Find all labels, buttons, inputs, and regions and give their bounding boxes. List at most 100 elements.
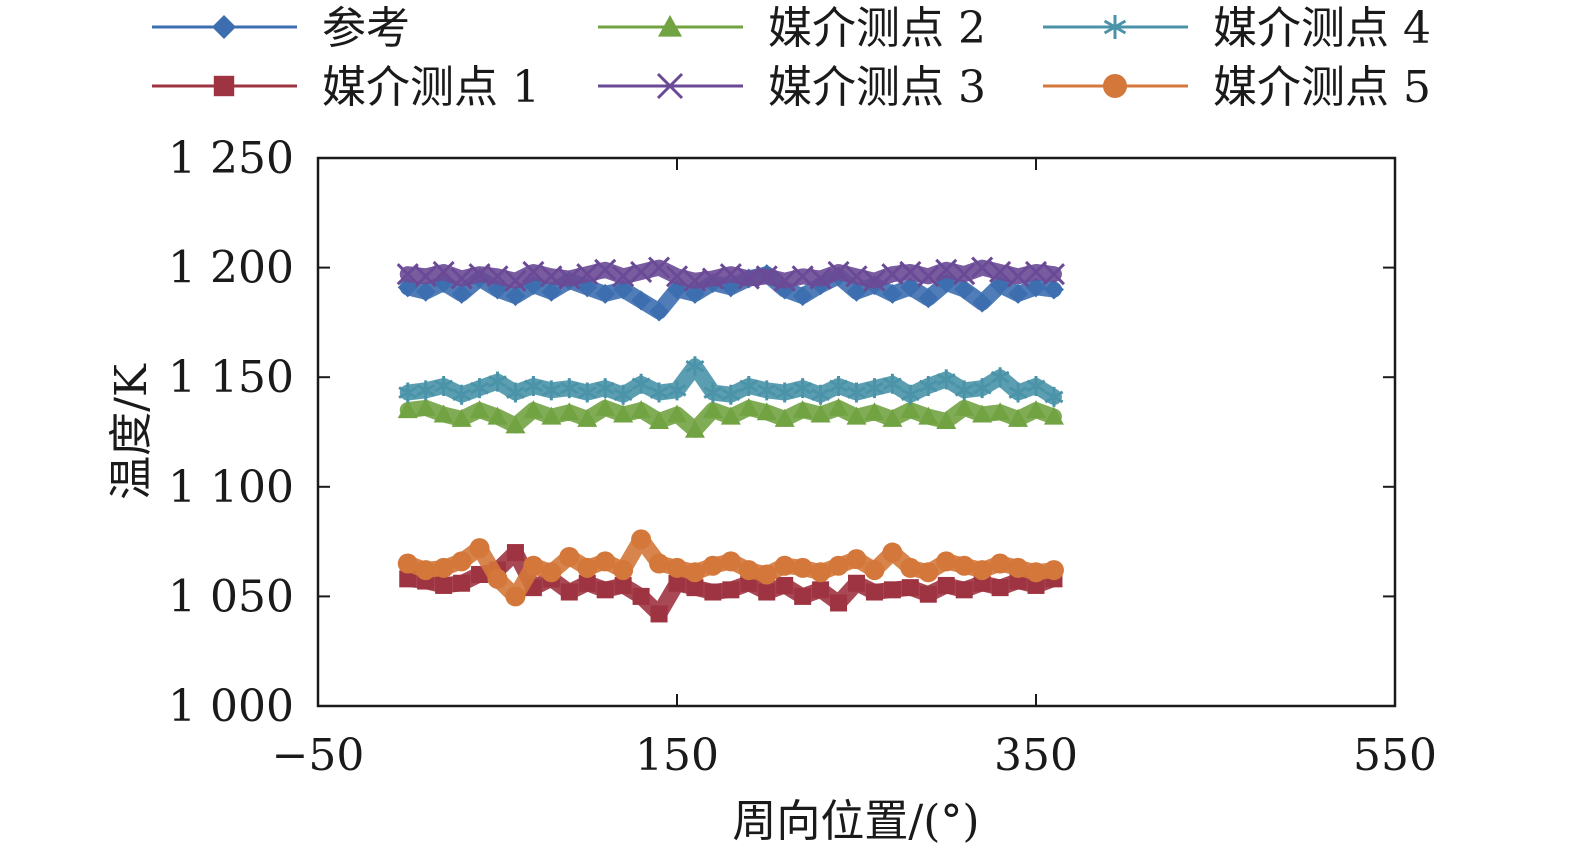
data-point — [846, 549, 867, 570]
data-point — [917, 265, 940, 288]
data-point — [415, 397, 436, 416]
data-point — [397, 553, 418, 574]
data-point — [668, 574, 686, 592]
data-point — [523, 375, 543, 396]
data-point — [776, 576, 794, 594]
data-point — [791, 265, 814, 288]
data-point — [1024, 260, 1048, 284]
axis-ticks: −50 150 350 550 1 000 1 050 1 100 1 150 1 200 1 2… — [168, 133, 1437, 781]
data-point — [1043, 406, 1064, 425]
data-point — [809, 267, 832, 290]
legend-entry: 媒介测点 2 — [598, 3, 986, 54]
data-point — [631, 529, 652, 550]
data-point — [900, 557, 921, 578]
data-point — [845, 265, 868, 288]
data-point — [881, 263, 904, 286]
data-point — [684, 562, 705, 583]
data-point — [719, 263, 742, 286]
data-point — [811, 384, 831, 405]
series-asterisk — [398, 356, 1064, 407]
data-point — [685, 356, 705, 377]
data-point — [469, 538, 490, 559]
data-point — [433, 557, 454, 578]
data-point — [504, 269, 527, 292]
data-point — [613, 279, 634, 300]
data-point — [667, 380, 687, 401]
data-point — [991, 579, 1009, 597]
data-point — [506, 544, 524, 562]
series-circle — [397, 529, 1064, 607]
data-point — [631, 373, 651, 394]
data-point — [882, 408, 903, 427]
data-point — [828, 397, 849, 416]
series-cross — [396, 256, 1066, 292]
data-point — [703, 382, 723, 403]
y-axis-label: 温度/K — [106, 363, 157, 500]
data-point — [1008, 382, 1028, 403]
data-point — [848, 574, 865, 592]
data-point — [451, 283, 472, 304]
legend-entry: 媒介测点 5 — [1043, 62, 1431, 113]
data-point — [971, 256, 994, 279]
data-point — [1008, 283, 1029, 304]
legend-entry: 媒介测点 4 — [1043, 3, 1431, 54]
data-point — [559, 402, 580, 421]
data-point — [559, 378, 579, 399]
data-point — [506, 382, 525, 403]
data-point — [434, 375, 454, 396]
data-point — [847, 382, 866, 403]
data-point — [792, 400, 813, 419]
data-point — [470, 378, 489, 399]
data-point — [595, 378, 615, 399]
data-point — [755, 265, 778, 288]
data-point — [523, 400, 544, 419]
data-point — [647, 256, 671, 279]
data-point — [775, 382, 795, 403]
data-point — [649, 382, 669, 403]
data-point — [812, 581, 830, 599]
data-point — [397, 400, 418, 419]
data-point — [756, 402, 777, 421]
data-point — [865, 583, 883, 601]
data-point — [936, 551, 957, 572]
data-point — [576, 263, 599, 286]
data-point — [433, 404, 454, 423]
data-point — [469, 400, 490, 419]
data-point — [972, 378, 992, 399]
data-point — [989, 260, 1012, 284]
data-point — [541, 406, 562, 425]
data-point — [486, 265, 509, 288]
data-point — [613, 560, 634, 581]
data-point — [899, 260, 922, 284]
data-point — [972, 404, 993, 423]
data-point — [435, 576, 453, 594]
data-point — [560, 583, 578, 601]
data-point — [883, 581, 901, 599]
data-point — [595, 283, 616, 304]
data-point — [596, 581, 614, 599]
data-point — [684, 283, 705, 304]
data-point — [900, 400, 921, 419]
data-point — [667, 404, 687, 423]
data-point — [863, 269, 886, 292]
legend-label: 媒介测点 5 — [1213, 62, 1431, 113]
data-point — [990, 402, 1011, 421]
data-point — [972, 292, 993, 313]
legend-entry: 媒介测点 3 — [598, 62, 986, 113]
data-point — [505, 415, 526, 434]
data-point — [505, 586, 526, 607]
data-point — [954, 555, 975, 576]
data-point — [595, 551, 616, 572]
data-point — [1044, 386, 1064, 407]
data-point — [737, 267, 760, 290]
data-point — [918, 288, 939, 309]
data-point — [614, 576, 632, 594]
series-triangle — [397, 397, 1064, 438]
data-point — [613, 404, 634, 423]
data-point — [738, 397, 759, 416]
data-point — [792, 286, 813, 307]
data-point — [683, 269, 707, 292]
legend-marker — [656, 72, 684, 100]
data-point — [1026, 400, 1046, 419]
